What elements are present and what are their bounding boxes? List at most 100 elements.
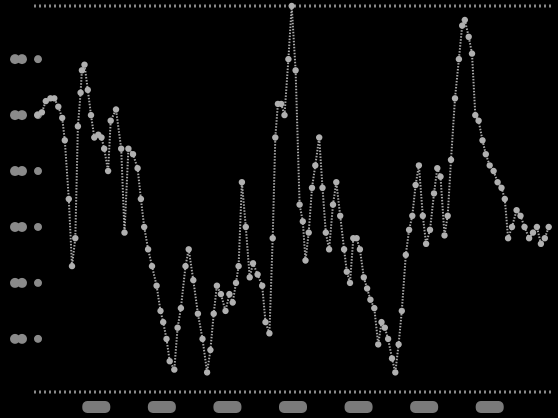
data-point xyxy=(490,167,497,175)
data-point xyxy=(395,341,402,348)
y-tick-mark-c xyxy=(34,278,42,287)
data-point xyxy=(322,229,329,236)
data-point xyxy=(166,358,173,365)
data-point xyxy=(329,201,337,208)
data-point xyxy=(59,114,66,122)
data-point xyxy=(160,318,167,326)
data-point xyxy=(74,123,82,130)
data-point xyxy=(517,212,524,219)
data-point xyxy=(81,61,88,68)
data-point xyxy=(498,184,505,191)
data-point xyxy=(325,246,333,253)
data-point xyxy=(494,179,501,186)
data-point xyxy=(269,235,276,242)
data-point xyxy=(525,235,533,242)
data-point xyxy=(302,257,309,264)
data-point xyxy=(346,279,354,287)
y-tick-mark-b xyxy=(17,277,27,288)
data-point xyxy=(437,173,444,180)
data-point xyxy=(340,246,348,253)
data-point xyxy=(308,184,316,191)
data-point xyxy=(210,310,217,317)
data-point xyxy=(144,246,152,253)
data-point xyxy=(229,299,236,306)
data-point xyxy=(337,212,344,219)
data-point xyxy=(472,111,479,119)
data-point xyxy=(455,55,463,63)
data-point xyxy=(217,290,225,298)
data-point xyxy=(235,262,242,270)
data-point xyxy=(65,195,73,203)
data-point xyxy=(246,274,253,281)
data-point xyxy=(213,282,221,289)
data-point xyxy=(153,282,160,289)
x-tick-mark xyxy=(82,401,111,413)
y-tick-mark-c xyxy=(34,167,42,176)
data-point xyxy=(384,335,392,343)
data-point xyxy=(292,67,299,74)
data-point xyxy=(465,33,472,40)
data-point xyxy=(254,271,261,278)
data-point xyxy=(121,229,128,236)
data-point xyxy=(199,335,206,343)
data-point xyxy=(182,262,189,270)
data-point xyxy=(319,184,326,191)
data-point xyxy=(508,223,516,231)
data-point xyxy=(38,109,46,116)
data-point xyxy=(447,156,455,163)
data-point xyxy=(141,223,148,231)
data-point xyxy=(375,341,382,348)
data-point xyxy=(163,335,170,343)
data-point xyxy=(125,145,132,152)
data-point xyxy=(51,95,58,102)
data-point xyxy=(78,67,86,74)
data-point xyxy=(242,223,249,231)
data-point xyxy=(333,179,340,186)
data-point xyxy=(430,190,438,197)
data-point xyxy=(422,240,430,247)
data-point xyxy=(137,195,145,203)
x-tick-mark xyxy=(279,401,307,413)
y-tick-mark-b xyxy=(17,221,27,232)
data-point xyxy=(475,117,482,124)
x-tick-mark xyxy=(213,401,242,413)
data-point xyxy=(363,285,371,292)
data-point xyxy=(101,145,108,152)
data-point xyxy=(381,324,388,331)
data-point xyxy=(118,145,125,152)
data-point xyxy=(288,2,295,10)
data-point xyxy=(104,167,112,175)
data-point xyxy=(305,229,312,236)
data-point xyxy=(77,89,84,96)
data-point xyxy=(316,134,323,141)
series xyxy=(34,2,552,376)
data-point xyxy=(42,97,49,105)
data-point xyxy=(398,307,405,315)
data-point xyxy=(281,111,288,119)
data-point xyxy=(259,282,266,289)
y-tick-mark-a xyxy=(10,54,20,65)
data-point xyxy=(402,251,409,259)
x-tick-mark xyxy=(344,401,373,413)
data-point xyxy=(226,290,233,298)
data-point xyxy=(486,162,493,169)
y-tick-mark-b xyxy=(17,110,27,121)
data-point xyxy=(134,165,141,172)
data-point xyxy=(190,276,197,284)
x-tick-mark xyxy=(475,401,504,413)
data-point xyxy=(185,246,192,253)
data-point xyxy=(278,100,285,108)
data-point xyxy=(312,162,319,169)
data-point xyxy=(343,268,350,275)
data-point xyxy=(501,195,508,203)
x-axis-ticks xyxy=(82,401,504,413)
data-point xyxy=(378,318,385,326)
y-tick-mark-a xyxy=(10,221,20,232)
data-point xyxy=(207,346,214,354)
y-axis-ticks xyxy=(10,54,42,344)
y-tick-mark-c xyxy=(34,55,42,64)
data-point xyxy=(232,279,240,287)
y-tick-mark-a xyxy=(10,166,20,177)
data-point xyxy=(171,366,178,373)
